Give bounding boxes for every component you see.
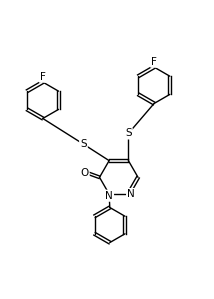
Text: F: F [40, 72, 46, 82]
Text: F: F [151, 57, 157, 67]
Text: O: O [80, 168, 89, 178]
Text: S: S [125, 129, 132, 138]
Text: N: N [105, 191, 113, 201]
Text: S: S [80, 139, 87, 149]
Text: N: N [127, 189, 135, 199]
